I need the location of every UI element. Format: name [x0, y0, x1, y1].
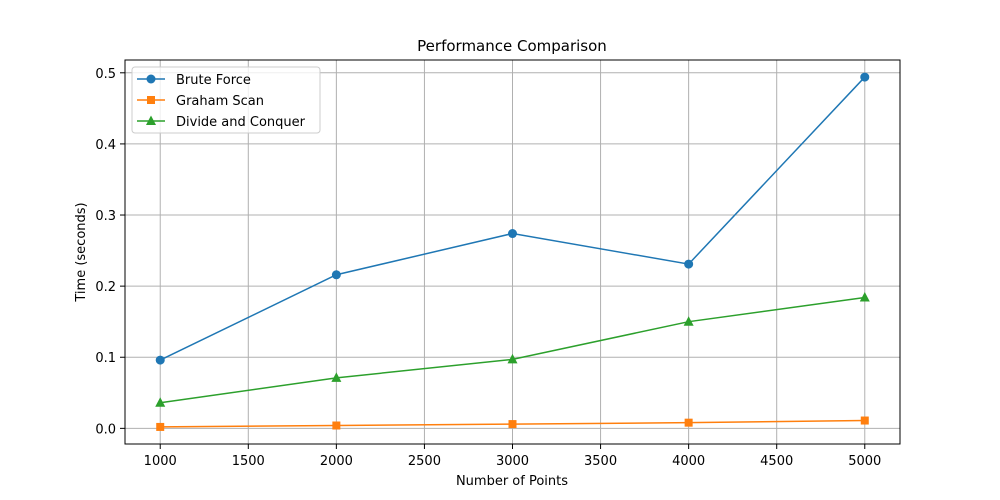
y-tick-label: 0.5: [95, 67, 116, 82]
chart-title: Performance Comparison: [417, 37, 607, 55]
x-axis-label: Number of Points: [456, 474, 568, 489]
y-tick-label: 0.1: [95, 351, 116, 366]
x-tick-label: 2500: [408, 454, 441, 469]
data-point-brute-force: [508, 229, 517, 239]
axis-ticks: 1000 1500 2000 2500 3000 3500 4000 4500 5000 0.0 0…: [95, 67, 881, 469]
y-tick-label: 0.2: [95, 280, 116, 295]
data-point-divide-and-conquer: [507, 353, 518, 364]
x-tick-label: 2000: [320, 454, 353, 469]
series-layer: [155, 72, 870, 431]
data-point-brute-force: [331, 270, 341, 280]
legend-marker-divide-and-conquer: [146, 115, 156, 125]
y-axis-label: Time (seconds): [74, 202, 89, 302]
y-tick-label: 0.3: [95, 209, 116, 224]
x-tick-label: 1000: [144, 454, 177, 469]
data-point-divide-and-conquer: [859, 292, 870, 302]
series-divide-and-conquer: [155, 292, 870, 407]
data-point-graham-scan: [508, 420, 517, 429]
data-point-graham-scan: [332, 421, 341, 430]
x-tick-label: 1500: [232, 454, 265, 469]
legend-label-graham-scan: Graham Scan: [176, 94, 264, 109]
x-tick-label: 4000: [672, 454, 705, 469]
legend-label-divide-and-conquer: Divide and Conquer: [176, 115, 306, 130]
legend-label-brute-force: Brute Force: [176, 73, 251, 88]
data-point-graham-scan: [684, 418, 693, 427]
x-tick-label: 3000: [496, 454, 529, 469]
x-tick-label: 3500: [584, 454, 617, 469]
series-graham-scan: [156, 416, 869, 431]
data-point-graham-scan: [156, 422, 165, 431]
y-tick-label: 0.4: [95, 138, 116, 153]
data-point-divide-and-conquer: [331, 372, 342, 382]
data-point-brute-force: [684, 259, 694, 269]
data-point-graham-scan: [860, 416, 869, 425]
legend-marker-brute-force: [146, 74, 156, 84]
data-point-divide-and-conquer: [155, 397, 166, 407]
data-point-brute-force: [860, 72, 870, 82]
legend: Brute Force Graham Scan Divide and Conquer: [131, 66, 321, 134]
data-point-brute-force: [155, 355, 165, 365]
x-tick-label: 4500: [760, 454, 793, 469]
legend-marker-graham-scan: [147, 96, 155, 104]
x-tick-label: 5000: [848, 454, 881, 469]
y-tick-label: 0.0: [95, 422, 116, 437]
legend-box: [131, 66, 321, 134]
data-point-divide-and-conquer: [683, 316, 694, 326]
series-brute-force: [155, 72, 870, 365]
